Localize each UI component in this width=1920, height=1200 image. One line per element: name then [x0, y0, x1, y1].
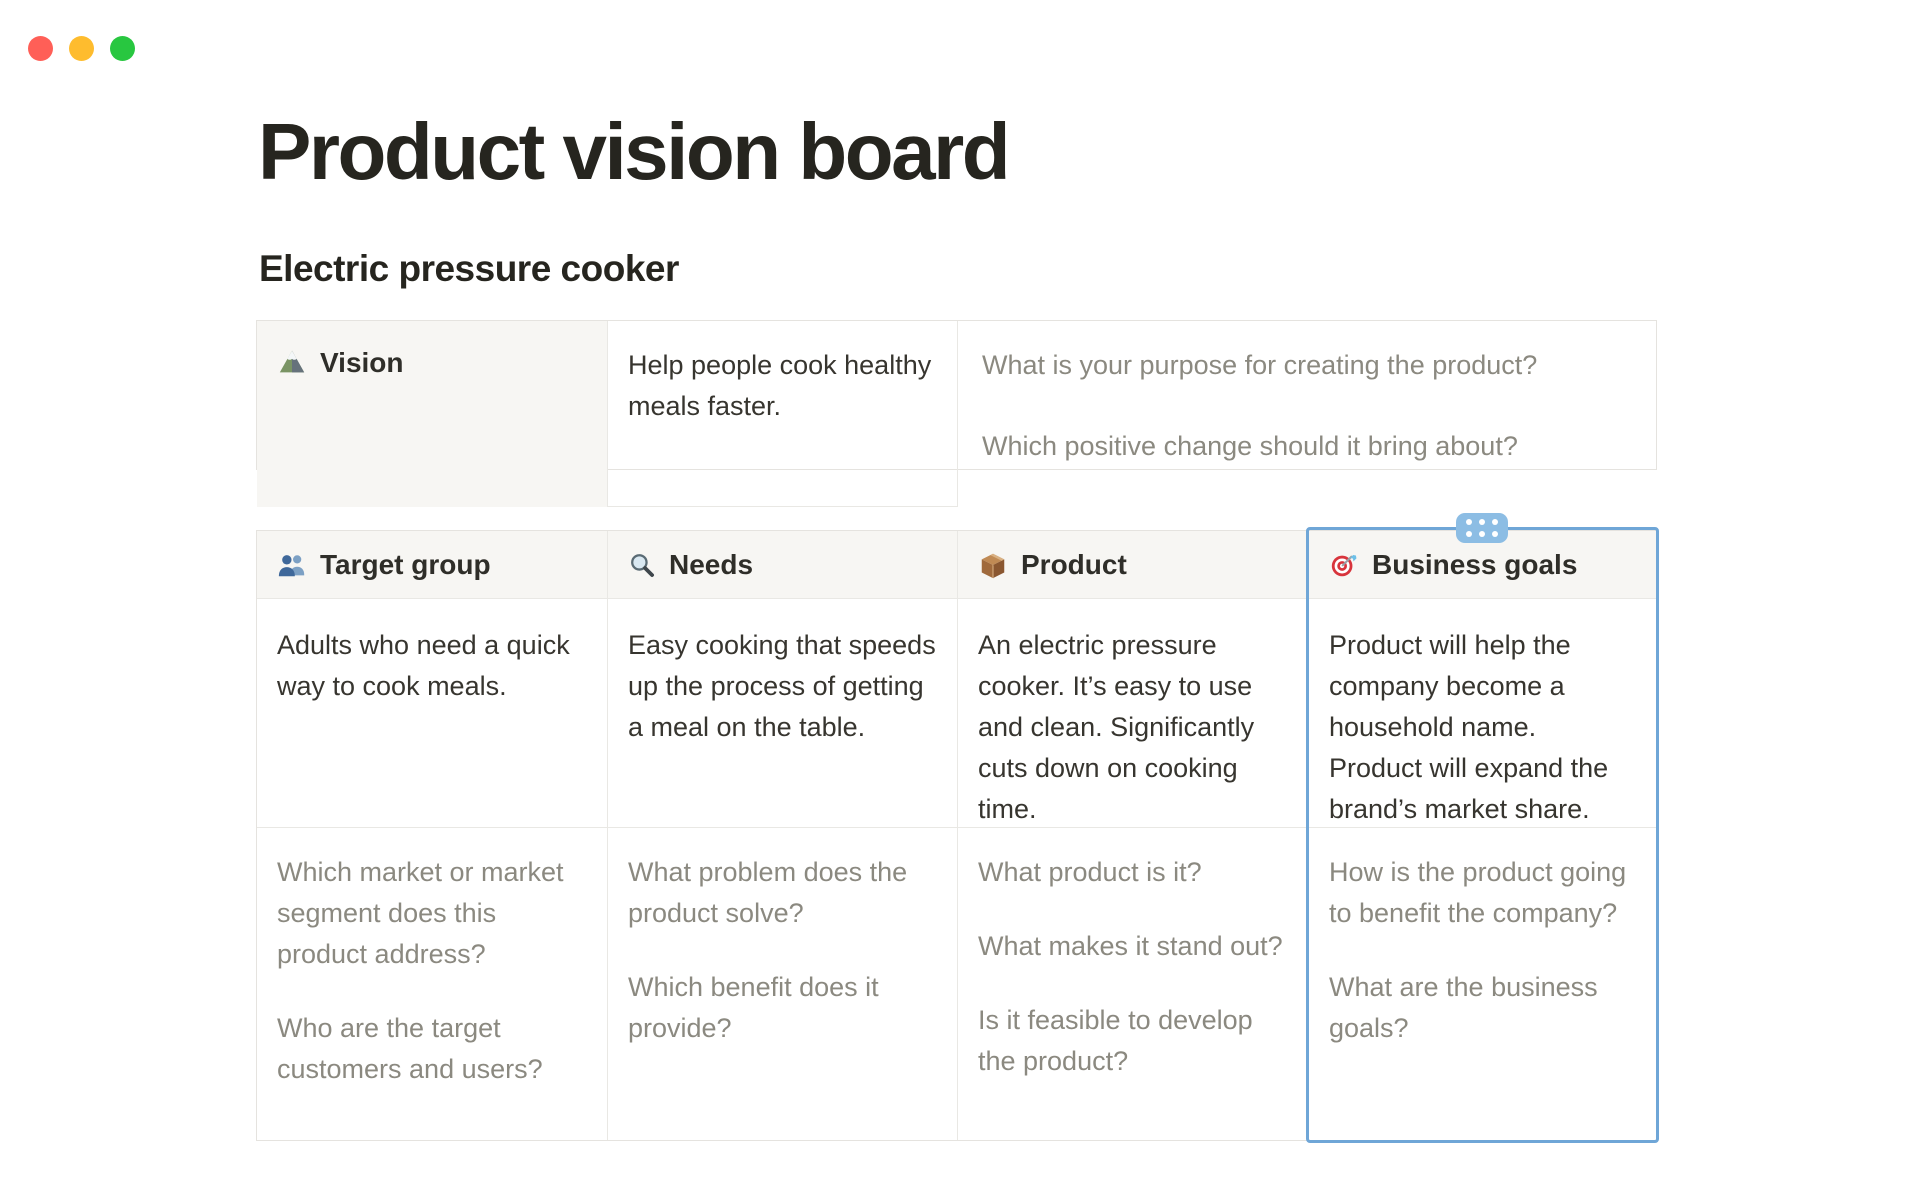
column-header-label: Target group — [320, 548, 491, 580]
needs-value-cell[interactable]: Easy cooking that speeds up the process … — [608, 599, 958, 828]
needs-prompts-cell[interactable]: What problem does the product solve? Whi… — [608, 828, 958, 1140]
zoom-button[interactable] — [110, 36, 135, 61]
business-goals-prompts-cell[interactable]: How is the product going to benefit the … — [1309, 828, 1656, 1140]
board-table: Target group Adults who need a quick way… — [256, 530, 1657, 1141]
cell-text[interactable]: Easy cooking that speeds up the process … — [628, 630, 936, 742]
vision-label: Vision — [320, 347, 404, 378]
column-header-label: Product — [1021, 548, 1127, 580]
cell-text[interactable]: Product will help the company become a h… — [1329, 630, 1609, 824]
vision-table: Vision Help people cook healthy meals fa… — [256, 320, 1657, 507]
prompt[interactable]: What product is it? — [978, 857, 1202, 887]
prompt[interactable]: What makes it stand out? — [978, 931, 1283, 961]
vision-prompts-cell[interactable]: What is your purpose for creating the pr… — [958, 321, 1656, 507]
prompt[interactable]: Which benefit does it provide? — [628, 972, 879, 1043]
cell-text[interactable]: An electric pressure cooker. It’s easy t… — [978, 630, 1255, 824]
vision-value[interactable]: Help people cook healthy meals faster. — [628, 350, 932, 421]
prompt[interactable]: What are the business goals? — [1329, 972, 1598, 1043]
vision-prompt[interactable]: Which positive change should it bring ab… — [982, 431, 1518, 461]
target-group-value-cell[interactable]: Adults who need a quick way to cook meal… — [257, 599, 608, 828]
prompt[interactable]: What problem does the product solve? — [628, 857, 908, 928]
page-title[interactable]: Product vision board — [258, 107, 1011, 196]
column-header-target-group[interactable]: Target group — [257, 531, 608, 599]
prompt[interactable]: Who are the target customers and users? — [277, 1013, 543, 1084]
close-button[interactable] — [28, 36, 53, 61]
page-subtitle[interactable]: Electric pressure cooker — [259, 248, 679, 289]
users-icon — [277, 550, 307, 580]
column-header-needs[interactable]: Needs — [608, 531, 958, 599]
column-header-product[interactable]: Product — [958, 531, 1309, 599]
vision-prompt[interactable]: What is your purpose for creating the pr… — [982, 350, 1538, 380]
business-goals-value-cell[interactable]: Product will help the company become a h… — [1309, 599, 1656, 828]
mountain-icon — [277, 347, 307, 377]
cell-text[interactable]: Adults who need a quick way to cook meal… — [277, 630, 570, 701]
drag-handle-dots-icon — [1466, 519, 1498, 537]
magnifying-glass-icon — [628, 551, 656, 579]
target-group-prompts-cell[interactable]: Which market or market segment does this… — [257, 828, 608, 1140]
target-icon — [1329, 550, 1359, 580]
package-icon — [978, 550, 1008, 580]
vision-label-cell[interactable]: Vision — [257, 321, 608, 507]
product-prompts-cell[interactable]: What product is it? What makes it stand … — [958, 828, 1309, 1140]
minimize-button[interactable] — [69, 36, 94, 61]
product-value-cell[interactable]: An electric pressure cooker. It’s easy t… — [958, 599, 1309, 828]
column-header-label: Needs — [669, 548, 754, 580]
column-header-label: Business goals — [1372, 548, 1578, 580]
prompt[interactable]: How is the product going to benefit the … — [1329, 857, 1627, 928]
prompt[interactable]: Which market or market segment does this… — [277, 857, 564, 969]
prompt[interactable]: Is it feasible to develop the product? — [978, 1005, 1253, 1076]
vision-value-cell[interactable]: Help people cook healthy meals faster. — [608, 321, 958, 507]
column-drag-handle[interactable] — [1456, 513, 1508, 543]
